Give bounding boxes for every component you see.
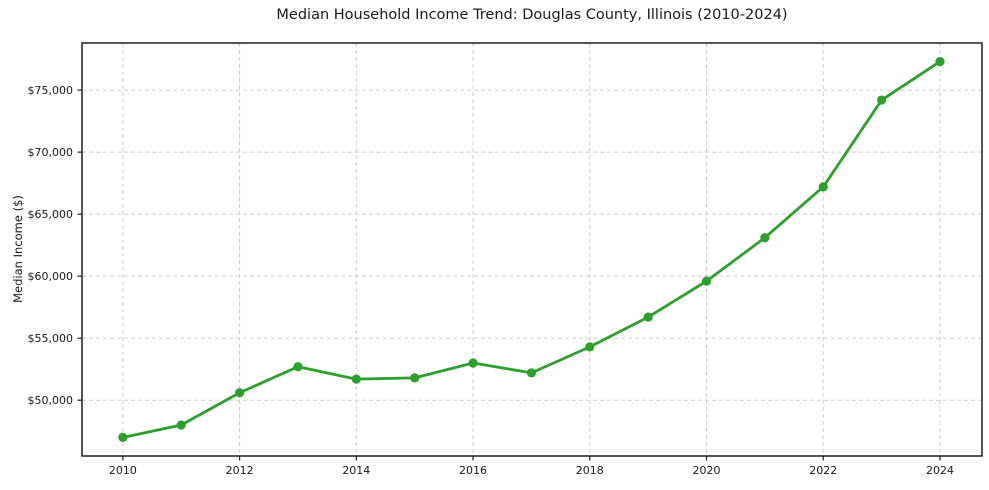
x-tick-label: 2020 <box>693 464 721 477</box>
x-tick-label: 2022 <box>809 464 837 477</box>
x-tick-label: 2018 <box>576 464 604 477</box>
data-point-marker <box>818 182 828 192</box>
data-point-marker <box>701 276 712 286</box>
x-tick-label: 2024 <box>926 464 954 477</box>
x-tick-label: 2012 <box>226 464 254 477</box>
data-point-marker <box>585 342 595 352</box>
x-tick-label: 2010 <box>109 464 137 477</box>
y-tick-label: $70,000 <box>28 146 74 159</box>
x-tick-label: 2016 <box>459 464 487 477</box>
x-tick-label: 2014 <box>342 464 370 477</box>
data-point-marker <box>234 388 245 398</box>
data-point-marker <box>643 312 653 322</box>
data-point-marker <box>410 373 420 383</box>
y-tick-label: $65,000 <box>28 208 74 221</box>
y-tick-label: $60,000 <box>28 270 74 283</box>
trend-line <box>121 60 942 439</box>
data-point-marker <box>935 57 945 67</box>
data-point-marker <box>118 432 128 442</box>
y-tick-label: $50,000 <box>28 394 74 407</box>
chart-title: Median Household Income Trend: Douglas C… <box>276 7 788 23</box>
plot-border <box>81 42 983 457</box>
data-point-marker <box>293 362 303 372</box>
data-point-marker <box>526 368 537 378</box>
y-tick-label: $75,000 <box>28 84 74 97</box>
y-axis-label: Median Income ($) <box>11 195 25 303</box>
data-point-marker <box>351 374 361 384</box>
data-point-marker <box>468 358 478 368</box>
y-tick-label: $55,000 <box>28 332 74 345</box>
data-point-marker <box>176 420 186 430</box>
data-point-marker <box>760 233 770 243</box>
data-point-marker <box>877 95 887 105</box>
